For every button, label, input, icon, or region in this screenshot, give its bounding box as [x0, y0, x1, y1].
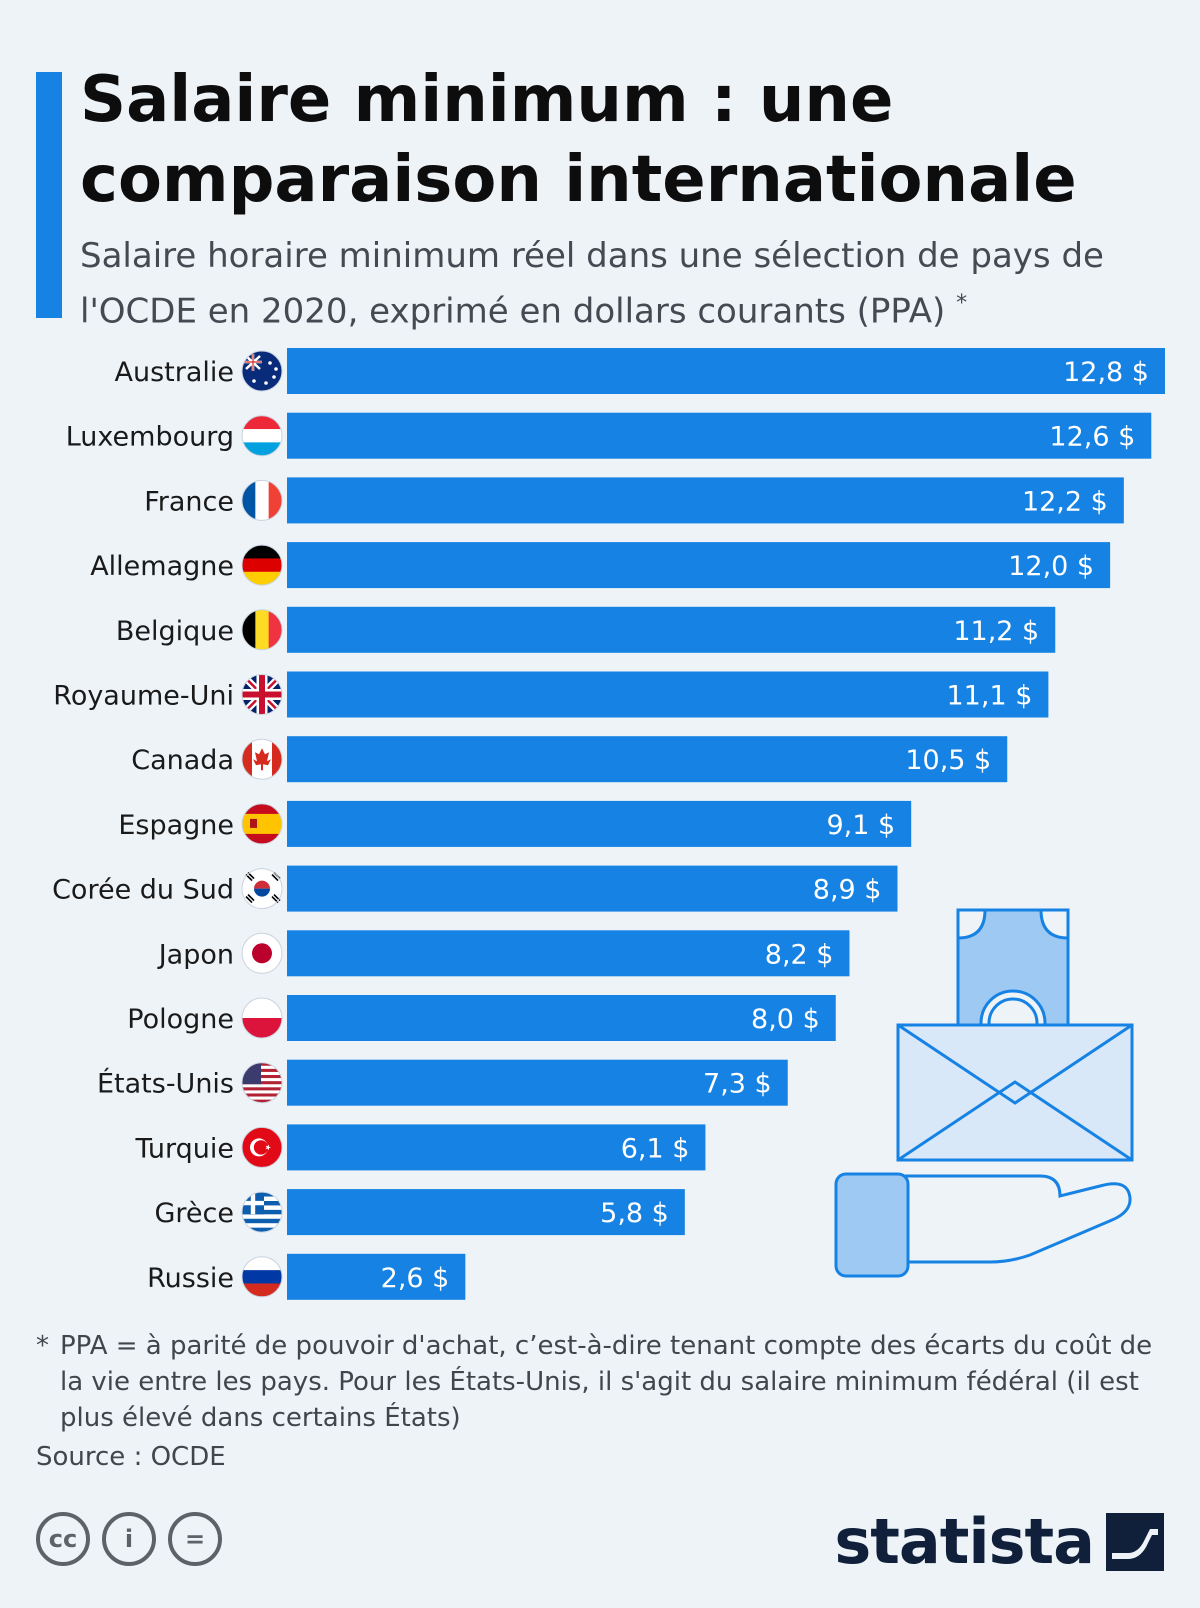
- bar: [287, 1253, 466, 1300]
- germany-flag-icon: [241, 544, 283, 586]
- spain-flag-icon: [241, 803, 283, 845]
- title-accent-bar: [36, 72, 62, 318]
- canada-flag-icon: [241, 738, 283, 780]
- value-label: 12,0 $: [1008, 551, 1094, 582]
- value-label: 11,1 $: [947, 681, 1033, 712]
- value-label: 8,2 $: [765, 939, 834, 970]
- value-label: 8,0 $: [751, 1004, 820, 1035]
- license-icons: cc i =: [36, 1512, 222, 1566]
- brand[interactable]: statista: [834, 1505, 1164, 1578]
- bar: [287, 1059, 788, 1106]
- bar-chart: Australie 12,8 $ Luxembourg 12,6 $ France 12,…: [52, 348, 1165, 1300]
- bar: [287, 477, 1124, 524]
- category-label: États-Unis: [97, 1068, 234, 1100]
- money-envelope-hand-icon: [834, 908, 1134, 1278]
- category-label: Espagne: [118, 810, 234, 841]
- chart-title: Salaire minimum : une comparaison intern…: [80, 63, 1077, 217]
- bar: [287, 800, 912, 847]
- footnote-text: PPA = à parité de pouvoir d'achat, c’est…: [60, 1331, 1153, 1433]
- category-label: Luxembourg: [66, 422, 234, 453]
- bar: [287, 1189, 685, 1236]
- no-derivatives-icon[interactable]: =: [168, 1512, 222, 1566]
- bar: [287, 736, 1008, 783]
- subtitle-text: Salaire horaire minimum réel dans une sé…: [80, 236, 1104, 332]
- bar: [287, 1124, 706, 1171]
- category-label: Grèce: [155, 1198, 235, 1229]
- value-label: 9,1 $: [827, 810, 896, 841]
- uk-flag-icon: [241, 674, 283, 715]
- category-label: Corée du Sud: [52, 875, 234, 906]
- australia-flag-icon: [241, 350, 283, 392]
- footnote-marker: *: [36, 1331, 49, 1361]
- bar: [287, 542, 1111, 589]
- value-label: 12,8 $: [1063, 357, 1149, 388]
- south-korea-flag-icon: [241, 868, 283, 910]
- value-label: 6,1 $: [621, 1133, 690, 1164]
- poland-flag-icon: [241, 997, 283, 1039]
- category-label: France: [144, 486, 234, 517]
- category-label: Russie: [147, 1263, 234, 1294]
- luxembourg-flag-icon: [241, 415, 283, 457]
- bar: [287, 671, 1049, 718]
- bar: [287, 995, 836, 1041]
- bar: [287, 348, 1165, 394]
- value-label: 11,2 $: [953, 616, 1039, 647]
- value-label: 10,5 $: [905, 745, 991, 776]
- france-flag-icon: [241, 479, 283, 521]
- category-label: Canada: [131, 745, 234, 776]
- value-label: 12,2 $: [1022, 486, 1108, 517]
- statista-logo-icon: [1106, 1512, 1164, 1571]
- category-label: Pologne: [127, 1004, 234, 1035]
- category-label: Belgique: [116, 616, 234, 647]
- value-label: 5,8 $: [600, 1198, 669, 1229]
- category-label: Australie: [115, 357, 235, 388]
- category-label: Japon: [157, 939, 234, 970]
- brand-name: statista: [834, 1505, 1095, 1578]
- footnote: * PPA = à parité de pouvoir d'achat, c’e…: [36, 1328, 1166, 1436]
- russia-flag-icon: [241, 1256, 283, 1298]
- bar: [287, 412, 1152, 459]
- bar: [287, 606, 1056, 653]
- cc-icon[interactable]: cc: [36, 1512, 90, 1566]
- subtitle-footnote-marker: *: [956, 291, 968, 316]
- value-label: 2,6 $: [381, 1263, 450, 1294]
- attribution-icon[interactable]: i: [102, 1512, 156, 1566]
- value-label: 8,9 $: [813, 875, 882, 906]
- usa-flag-icon: [241, 1062, 283, 1104]
- bar: [287, 865, 898, 912]
- japan-flag-icon: [241, 932, 283, 974]
- value-label: 7,3 $: [703, 1069, 772, 1100]
- category-label: Royaume-Uni: [53, 681, 234, 712]
- turkey-flag-icon: [241, 1126, 283, 1168]
- belgium-flag-icon: [241, 609, 283, 651]
- bars-layer: Australie 12,8 $ Luxembourg 12,6 $ France 12,…: [52, 348, 1165, 1300]
- greece-flag-icon: [241, 1191, 283, 1233]
- bar: [287, 930, 850, 977]
- chart-subtitle: Salaire horaire minimum réel dans une sé…: [80, 232, 1170, 335]
- source-text: Source : OCDE: [36, 1442, 226, 1472]
- category-label: Allemagne: [90, 551, 234, 582]
- category-label: Turquie: [135, 1133, 235, 1164]
- value-label: 12,6 $: [1049, 422, 1135, 453]
